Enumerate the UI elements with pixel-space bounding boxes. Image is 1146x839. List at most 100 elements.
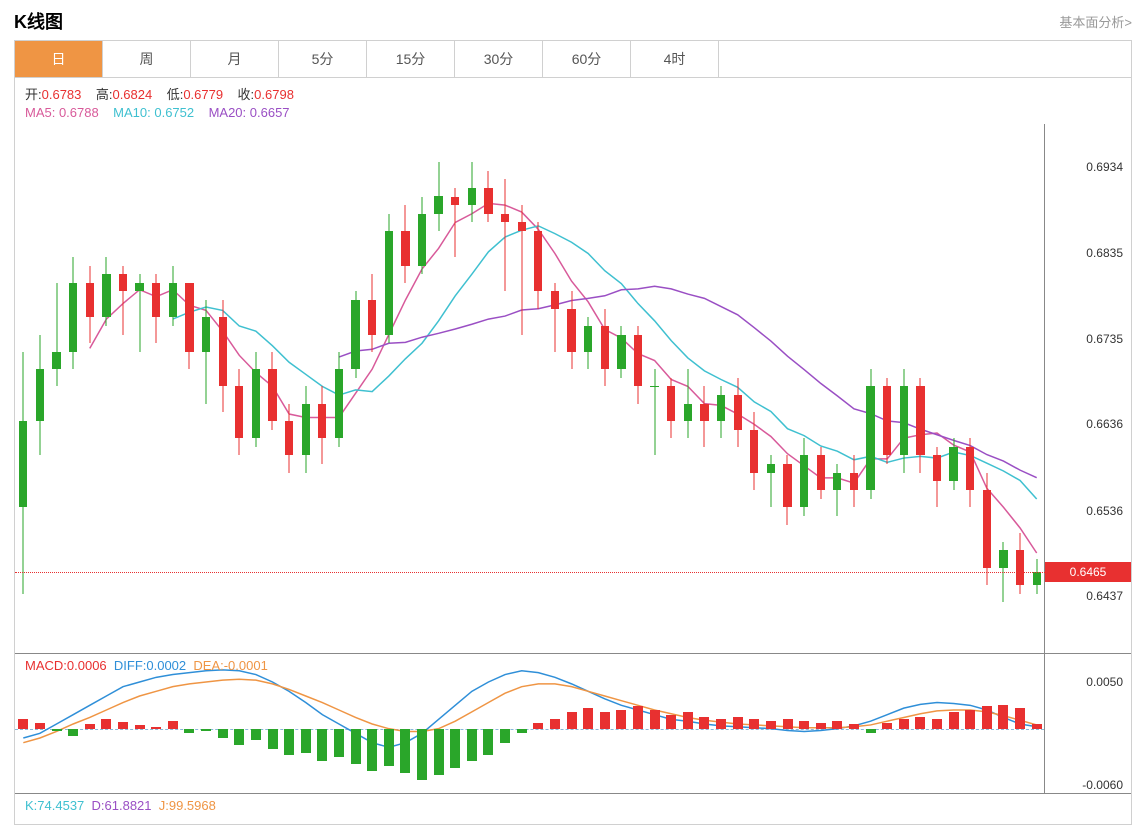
macd-bar bbox=[866, 729, 876, 734]
macd-bar bbox=[533, 723, 543, 729]
candle bbox=[267, 352, 277, 430]
tab-30分[interactable]: 30分 bbox=[455, 41, 543, 77]
macd-area[interactable]: MACD:0.0006 DIFF:0.0002 DEA:-0.0001 0.00… bbox=[15, 654, 1131, 794]
kdj-k-label: K:74.4537 bbox=[25, 798, 84, 813]
candle bbox=[882, 378, 892, 464]
open-value: 0.6783 bbox=[42, 87, 82, 102]
macd-bar bbox=[85, 724, 95, 729]
macd-bar bbox=[716, 719, 726, 728]
macd-labels: MACD:0.0006 DIFF:0.0002 DEA:-0.0001 bbox=[15, 654, 278, 677]
current-price-tag: 0.6465 bbox=[1045, 562, 1131, 582]
macd-bar bbox=[949, 712, 959, 729]
price-ytick: 0.6536 bbox=[1086, 504, 1123, 518]
open-label: 开: bbox=[25, 87, 42, 102]
price-ytick: 0.6934 bbox=[1086, 160, 1123, 174]
macd-bar bbox=[467, 729, 477, 762]
macd-bar bbox=[783, 719, 793, 728]
macd-y-axis: 0.0050-0.0060 bbox=[1045, 654, 1131, 793]
macd-bar bbox=[135, 725, 145, 729]
macd-bar bbox=[965, 710, 975, 729]
macd-bar bbox=[899, 719, 909, 728]
candle bbox=[782, 455, 792, 524]
macd-bar bbox=[417, 729, 427, 780]
candle bbox=[483, 171, 493, 223]
candle bbox=[716, 386, 726, 438]
candle bbox=[85, 266, 95, 344]
fundamental-analysis-link[interactable]: 基本面分析> bbox=[1059, 12, 1132, 31]
candle bbox=[583, 317, 593, 369]
macd-bar bbox=[666, 715, 676, 729]
close-value: 0.6798 bbox=[254, 87, 294, 102]
macd-bar bbox=[101, 719, 111, 728]
macd-bar bbox=[550, 719, 560, 728]
macd-bar bbox=[1032, 724, 1042, 729]
candle bbox=[201, 300, 211, 404]
macd-zero-line bbox=[15, 729, 1044, 730]
low-value: 0.6779 bbox=[183, 87, 223, 102]
kdj-d-label: D:61.8821 bbox=[92, 798, 152, 813]
macd-bar bbox=[500, 729, 510, 743]
close-label: 收: bbox=[238, 87, 255, 102]
tab-周[interactable]: 周 bbox=[103, 41, 191, 77]
macd-bar bbox=[699, 717, 709, 728]
candle bbox=[600, 309, 610, 387]
macd-bar bbox=[234, 729, 244, 746]
candle bbox=[218, 300, 228, 412]
macd-label: MACD:0.0006 bbox=[25, 658, 107, 673]
candle bbox=[350, 291, 360, 377]
candle bbox=[317, 386, 327, 464]
candle bbox=[251, 352, 261, 447]
macd-bar bbox=[434, 729, 444, 776]
candle bbox=[68, 257, 78, 369]
tab-月[interactable]: 月 bbox=[191, 41, 279, 77]
candle bbox=[533, 222, 543, 308]
price-ytick: 0.6735 bbox=[1086, 332, 1123, 346]
candle bbox=[101, 257, 111, 326]
macd-bar bbox=[450, 729, 460, 768]
candle bbox=[899, 369, 909, 473]
macd-bar bbox=[184, 729, 194, 734]
candle bbox=[334, 352, 344, 447]
candle bbox=[450, 188, 460, 257]
macd-bar bbox=[517, 729, 527, 734]
tab-4时[interactable]: 4时 bbox=[631, 41, 719, 77]
candle bbox=[915, 378, 925, 473]
candle bbox=[649, 369, 659, 455]
price-chart-area[interactable]: 0.69340.68350.67350.66360.65360.6437 0.6… bbox=[15, 124, 1131, 654]
tab-15分[interactable]: 15分 bbox=[367, 41, 455, 77]
candle bbox=[118, 266, 128, 335]
tab-5分[interactable]: 5分 bbox=[279, 41, 367, 77]
candle bbox=[965, 438, 975, 507]
macd-bar bbox=[799, 721, 809, 728]
candle bbox=[417, 197, 427, 275]
macd-bar bbox=[749, 719, 759, 728]
macd-bar bbox=[733, 717, 743, 728]
ma-row: MA5: 0.6788 MA10: 0.6752 MA20: 0.6657 bbox=[15, 103, 1131, 124]
macd-bar bbox=[766, 721, 776, 728]
macd-bar bbox=[915, 717, 925, 728]
candle bbox=[733, 378, 743, 447]
macd-ytick: -0.0060 bbox=[1082, 778, 1123, 792]
macd-bar bbox=[616, 710, 626, 729]
macd-bar bbox=[334, 729, 344, 757]
macd-bar bbox=[52, 729, 62, 732]
candle bbox=[301, 386, 311, 472]
candlestick-chart bbox=[15, 124, 1045, 653]
candle bbox=[18, 352, 28, 594]
price-ytick: 0.6437 bbox=[1086, 589, 1123, 603]
candle bbox=[799, 438, 809, 516]
macd-bar bbox=[583, 708, 593, 729]
macd-bar bbox=[650, 710, 660, 729]
macd-bar bbox=[284, 729, 294, 755]
macd-bar bbox=[301, 729, 311, 753]
candle bbox=[51, 283, 61, 387]
tab-60分[interactable]: 60分 bbox=[543, 41, 631, 77]
ohlc-row: 开:0.6783 高:0.6824 低:0.6779 收:0.6798 bbox=[15, 78, 1131, 103]
candle bbox=[234, 369, 244, 455]
candle bbox=[633, 326, 643, 404]
macd-bar bbox=[483, 729, 493, 755]
macd-bar bbox=[168, 721, 178, 728]
macd-bar bbox=[998, 705, 1008, 728]
candle bbox=[616, 326, 626, 378]
tab-日[interactable]: 日 bbox=[15, 41, 103, 77]
